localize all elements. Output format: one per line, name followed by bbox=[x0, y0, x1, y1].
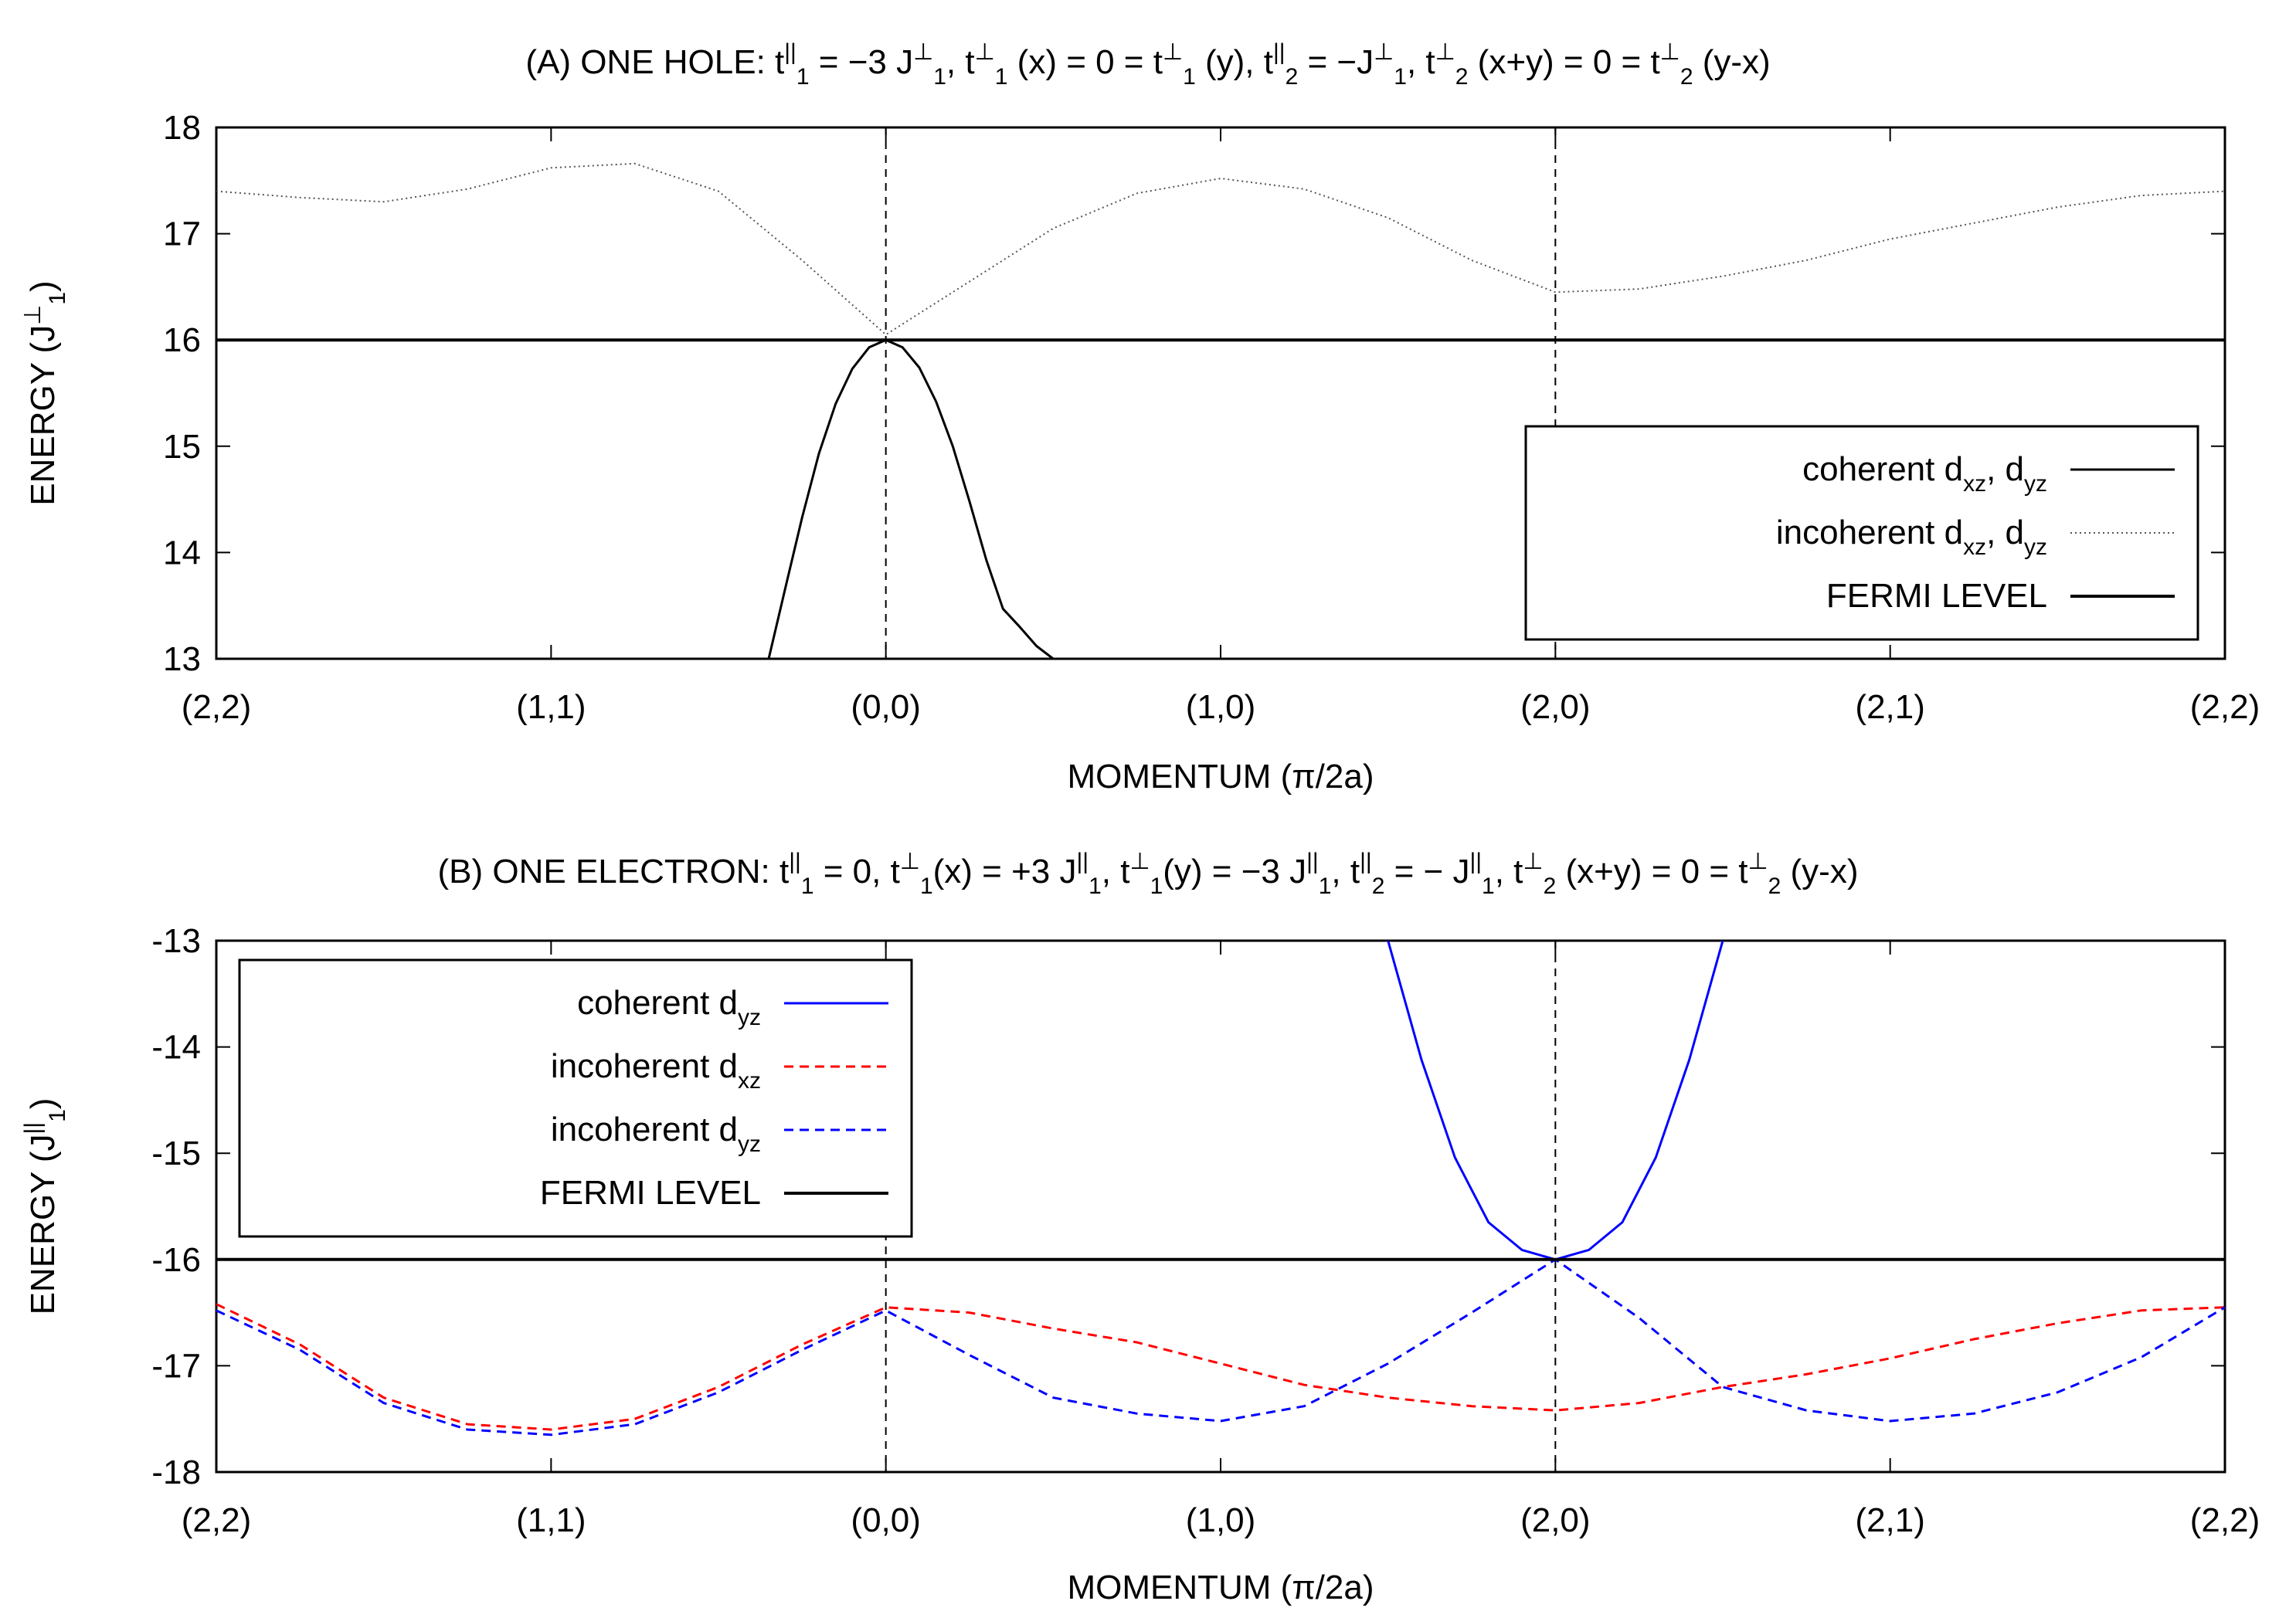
x-tick-label: (2,2) bbox=[2190, 688, 2260, 726]
y-tick-label: -13 bbox=[151, 922, 201, 960]
panel-b: (B) ONE ELECTRON: t||1 = 0, t⊥1(x) = +3 … bbox=[20, 849, 2260, 1606]
x-tick-label: (1,1) bbox=[516, 688, 586, 726]
x-tick-label: (2,2) bbox=[182, 1501, 251, 1539]
y-tick-label: -18 bbox=[151, 1453, 201, 1491]
x-axis-label: MOMENTUM (π/2a) bbox=[1067, 1569, 1374, 1606]
y-tick-label: 15 bbox=[163, 428, 201, 466]
chart-title: (A) ONE HOLE: t||1 = −3 J⊥1, t⊥1 (x) = 0… bbox=[525, 39, 1770, 90]
x-tick-label: (0,0) bbox=[851, 1501, 920, 1539]
x-tick-label: (2,0) bbox=[1520, 688, 1590, 726]
legend-label-3: FERMI LEVEL bbox=[540, 1174, 761, 1212]
series-line-1 bbox=[216, 162, 2225, 336]
legend-label-0: coherent dyz bbox=[577, 984, 761, 1030]
legend-label-1: incoherent dxz bbox=[551, 1047, 761, 1094]
x-tick-label: (0,0) bbox=[851, 688, 920, 726]
y-tick-label: -14 bbox=[151, 1029, 201, 1067]
chart-title: (B) ONE ELECTRON: t||1 = 0, t⊥1(x) = +3 … bbox=[438, 849, 1859, 899]
series-group bbox=[216, 941, 2225, 1437]
y-tick-label: 17 bbox=[163, 215, 201, 253]
y-tick-label: 13 bbox=[163, 640, 201, 678]
x-tick-label: (1,0) bbox=[1186, 688, 1255, 726]
y-tick-label: -16 bbox=[151, 1241, 201, 1279]
y-tick-label: -17 bbox=[151, 1347, 201, 1385]
y-tick-label: 14 bbox=[163, 534, 201, 572]
series-line-2 bbox=[216, 1258, 2225, 1437]
y-axis-label: ENERGY (J⊥1) bbox=[20, 280, 70, 505]
x-tick-label: (2,1) bbox=[1855, 1501, 1924, 1539]
y-axis-label: ENERGY (J||1) bbox=[20, 1098, 70, 1315]
x-tick-label: (2,2) bbox=[2190, 1501, 2260, 1539]
x-tick-label: (1,1) bbox=[516, 1501, 586, 1539]
legend-label-2: incoherent dyz bbox=[551, 1111, 761, 1157]
legend-box bbox=[238, 958, 913, 1238]
legend-label-0: coherent dxz, dyz bbox=[1802, 450, 2047, 497]
panel-a: (A) ONE HOLE: t||1 = −3 J⊥1, t⊥1 (x) = 0… bbox=[20, 39, 2260, 795]
series-line-0 bbox=[767, 338, 1055, 659]
legend-label-2: FERMI LEVEL bbox=[1826, 577, 2047, 615]
x-tick-label: (2,2) bbox=[182, 688, 251, 726]
x-axis-label: MOMENTUM (π/2a) bbox=[1067, 758, 1374, 795]
series-group bbox=[216, 162, 2225, 659]
y-tick-label: -15 bbox=[151, 1135, 201, 1172]
y-tick-label: 18 bbox=[163, 109, 201, 147]
x-tick-label: (2,0) bbox=[1520, 1501, 1590, 1539]
legend: coherent dyz incoherent dxz incoherent dyz… bbox=[238, 958, 913, 1238]
x-tick-label: (2,1) bbox=[1855, 688, 1924, 726]
series-line-1 bbox=[216, 1303, 2225, 1431]
legend: coherent dxz, dyz incoherent dxz, dyz FERM… bbox=[1524, 425, 2199, 641]
y-tick-label: 16 bbox=[163, 321, 201, 359]
x-tick-label: (1,0) bbox=[1186, 1501, 1255, 1539]
legend-label-1: incoherent dxz, dyz bbox=[1776, 514, 2047, 560]
